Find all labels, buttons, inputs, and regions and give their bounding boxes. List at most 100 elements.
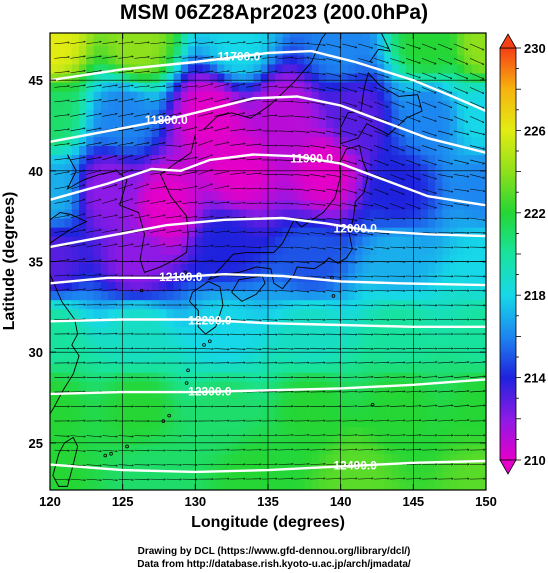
field-cell xyxy=(144,453,153,464)
field-cell xyxy=(326,81,334,92)
field-cell xyxy=(224,426,233,437)
field-cell xyxy=(384,480,393,490)
field-cell xyxy=(311,54,320,65)
field-cell xyxy=(420,435,429,446)
field-cell xyxy=(289,353,298,364)
field-cell xyxy=(79,100,87,110)
field-cell xyxy=(398,335,407,346)
field-cell xyxy=(253,199,262,210)
field-cell xyxy=(377,390,385,400)
field-cell xyxy=(369,54,378,65)
field-cell xyxy=(159,54,167,65)
field-cell xyxy=(50,299,58,310)
field-cell xyxy=(471,399,480,409)
field-cell xyxy=(180,453,189,464)
field-cell xyxy=(64,33,73,38)
field-cell xyxy=(333,217,342,228)
field-cell xyxy=(268,245,276,255)
field-cell xyxy=(224,199,233,210)
field-cell xyxy=(442,281,451,292)
field-cell xyxy=(420,199,429,210)
field-cell xyxy=(326,381,334,391)
field-cell xyxy=(195,72,204,83)
field-cell xyxy=(362,254,371,264)
field-cell xyxy=(50,426,58,437)
field-cell xyxy=(268,136,276,147)
field-cell xyxy=(86,208,95,219)
wind-arrow xyxy=(134,71,149,74)
field-cell xyxy=(333,245,342,255)
field-cell xyxy=(122,127,131,137)
field-cell xyxy=(231,236,240,246)
wind-arrow xyxy=(230,84,245,88)
field-cell xyxy=(268,208,276,219)
field-cell xyxy=(456,263,465,273)
field-cell xyxy=(71,299,80,310)
field-cell xyxy=(413,36,422,47)
field-cell xyxy=(435,326,443,337)
field-cell xyxy=(398,326,407,337)
field-cell xyxy=(79,435,87,446)
wind-arrow xyxy=(214,57,229,59)
field-cell xyxy=(195,462,204,473)
field-cell xyxy=(64,54,73,65)
field-cell xyxy=(398,417,407,428)
field-cell xyxy=(282,254,291,264)
field-cell xyxy=(93,290,102,301)
field-cell xyxy=(456,363,465,373)
field-cell xyxy=(449,453,458,464)
field-cell xyxy=(260,136,269,147)
contour-line xyxy=(50,378,486,396)
field-cell xyxy=(347,281,356,292)
field-cell xyxy=(384,236,393,246)
field-cell xyxy=(471,344,480,355)
field-cell xyxy=(413,290,422,301)
y-tick-label: 30 xyxy=(29,345,43,360)
field-cell xyxy=(464,326,473,337)
field-cell xyxy=(268,308,276,319)
field-cell xyxy=(369,444,378,455)
wind-arrow xyxy=(198,98,213,103)
field-cell xyxy=(79,63,87,74)
field-cell xyxy=(398,54,407,65)
wind-arrow xyxy=(373,101,388,107)
field-cell xyxy=(347,254,356,264)
field-cell xyxy=(275,480,284,490)
wind-arrow xyxy=(214,127,229,132)
field-cell xyxy=(137,417,146,428)
field-cell xyxy=(238,33,247,38)
field-cell xyxy=(442,81,451,92)
field-cell xyxy=(435,308,443,319)
field-cell xyxy=(333,172,342,183)
field-cell xyxy=(362,471,371,482)
wind-arrow xyxy=(70,42,85,45)
field-cell xyxy=(347,453,356,464)
field-cell xyxy=(406,308,414,319)
field-cell xyxy=(275,163,284,174)
field-cell xyxy=(115,344,124,355)
wind-arrow xyxy=(182,290,197,291)
field-cell xyxy=(464,163,473,174)
field-cell xyxy=(435,36,443,47)
wind-arrow xyxy=(310,130,325,133)
field-cell xyxy=(100,453,109,464)
field-cell xyxy=(100,299,109,310)
field-cell xyxy=(173,145,182,156)
field-cell xyxy=(297,317,305,328)
wind-arrow xyxy=(150,86,165,88)
field-cell xyxy=(347,145,356,156)
field-cell xyxy=(71,408,80,419)
field-cell xyxy=(275,217,284,228)
y-tick-label: 35 xyxy=(29,255,43,270)
wind-arrow xyxy=(246,305,261,306)
field-cell xyxy=(151,335,160,346)
field-cell xyxy=(100,426,109,437)
field-cell xyxy=(129,154,138,165)
field-cell xyxy=(471,100,480,110)
field-cell xyxy=(137,136,146,147)
field-cell xyxy=(86,326,95,337)
field-cell xyxy=(79,45,87,56)
field-cell xyxy=(93,381,102,391)
field-cell xyxy=(406,408,414,419)
